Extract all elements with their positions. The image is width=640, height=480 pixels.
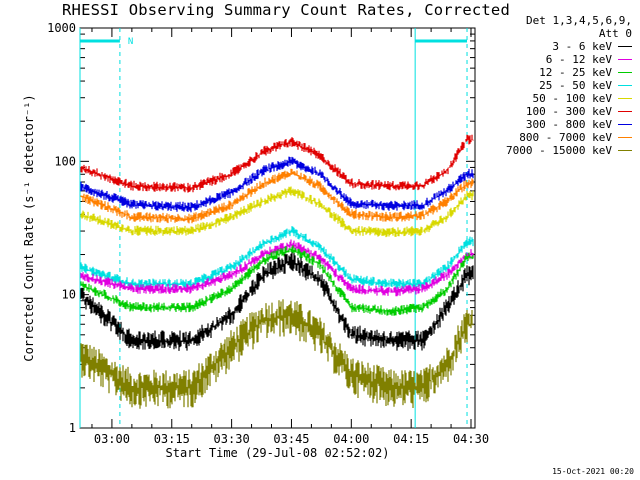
legend: Det 1,3,4,5,6,9, Att 0 3 - 6 keV 6 - 12 k… <box>506 14 632 157</box>
x-tick-label: 04:15 <box>393 432 429 446</box>
series-trace <box>80 168 474 224</box>
series-trace <box>80 252 474 351</box>
legend-swatch <box>618 124 632 125</box>
series-50-100-kev <box>80 186 474 238</box>
legend-swatch <box>618 98 632 99</box>
legend-swatch <box>618 85 632 86</box>
legend-label: 800 - 7000 keV <box>519 131 612 144</box>
legend-entry: 800 - 7000 keV <box>506 131 632 144</box>
series-7000-15000-kev <box>80 299 474 409</box>
legend-label: 3 - 6 keV <box>552 40 612 53</box>
x-axis-label: Start Time (29-Jul-08 02:52:02) <box>166 446 390 460</box>
x-tick-label: 04:30 <box>453 432 489 446</box>
x-tick-label: 03:00 <box>94 432 130 446</box>
x-tick-label: 04:00 <box>333 432 369 446</box>
legend-swatch <box>618 150 632 151</box>
chart-title: RHESSI Observing Summary Count Rates, Co… <box>62 1 510 19</box>
series-trace <box>80 245 474 316</box>
legend-entry: 12 - 25 keV <box>506 66 632 79</box>
y-tick-label: 1000 <box>47 21 76 35</box>
legend-label: 100 - 300 keV <box>525 105 612 118</box>
legend-label: 6 - 12 keV <box>545 53 612 66</box>
legend-header-detectors: Det 1,3,4,5,6,9, <box>526 14 632 27</box>
series-trace <box>80 156 474 213</box>
legend-swatch <box>618 72 632 73</box>
series-3-6-kev <box>80 252 474 351</box>
legend-entry: 25 - 50 keV <box>506 79 632 92</box>
legend-header-attenuator: Att 0 <box>598 27 632 40</box>
legend-entry: 100 - 300 keV <box>506 105 632 118</box>
legend-label: 50 - 100 keV <box>532 92 612 105</box>
legend-label: 7000 - 15000 keV <box>506 144 612 157</box>
series-trace <box>80 239 474 297</box>
legend-entry: 6 - 12 keV <box>506 53 632 66</box>
legend-swatch <box>618 137 632 138</box>
legend-swatch <box>618 111 632 112</box>
series-800-7000-kev <box>80 168 474 224</box>
legend-label: 25 - 50 keV <box>539 79 612 92</box>
y-tick-label: 10 <box>62 288 76 302</box>
legend-entry: 3 - 6 keV <box>506 40 632 53</box>
x-tick-label: 03:15 <box>154 432 190 446</box>
series-trace <box>80 186 474 238</box>
x-tick-label: 03:45 <box>273 432 309 446</box>
legend-entry: 7000 - 15000 keV <box>506 144 632 157</box>
x-tick-label: 03:30 <box>214 432 250 446</box>
series-12-25-kev <box>80 245 474 316</box>
legend-swatch <box>618 46 632 47</box>
y-axis-label: Corrected Count Rate (s⁻¹ detector⁻¹) <box>22 94 36 361</box>
legend-entry: 300 - 800 keV <box>506 118 632 131</box>
y-tick-label: 100 <box>54 154 76 168</box>
series-trace <box>80 134 474 193</box>
y-tick-label: 1 <box>69 421 76 435</box>
series-100-300-kev <box>80 134 474 193</box>
legend-swatch <box>618 59 632 60</box>
legend-entry: 50 - 100 keV <box>506 92 632 105</box>
series-trace <box>80 299 474 409</box>
series-6-12-kev <box>80 239 474 297</box>
annotation-bar-label: N <box>128 37 133 47</box>
legend-label: 12 - 25 keV <box>539 66 612 79</box>
series-300-800-kev <box>80 156 474 213</box>
timestamp: 15-Oct-2021 00:20 <box>552 467 634 476</box>
legend-label: 300 - 800 keV <box>525 118 612 131</box>
